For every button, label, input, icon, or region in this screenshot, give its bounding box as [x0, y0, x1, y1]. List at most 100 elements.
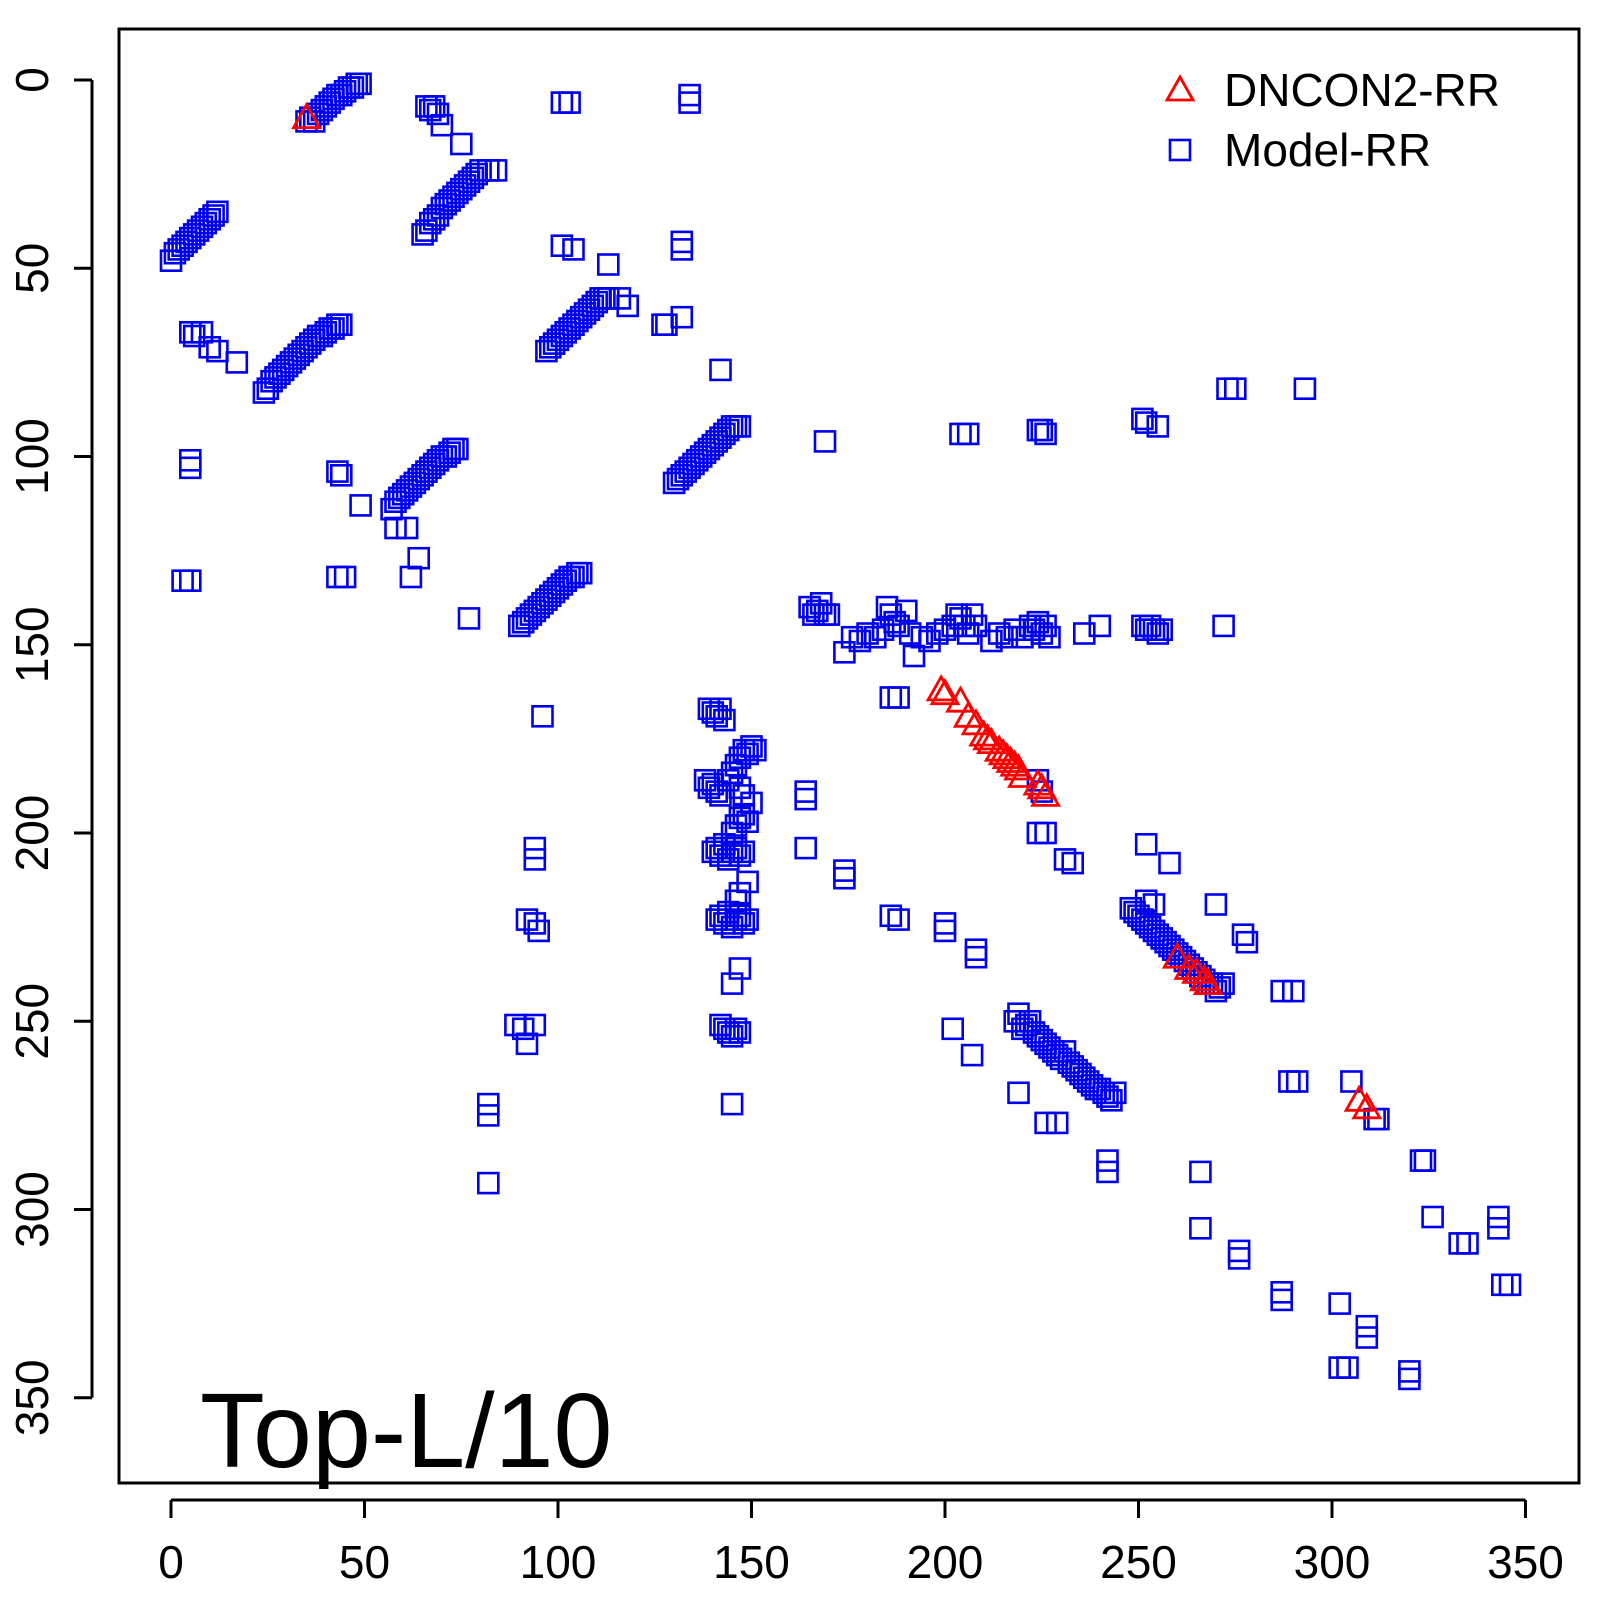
point-model-rr: [1100, 1089, 1123, 1112]
point-model-rr: [666, 467, 690, 491]
point-model-rr: [577, 298, 601, 322]
point-model-rr: [449, 132, 473, 156]
point-model-rr: [596, 253, 620, 276]
point-model-rr: [415, 460, 438, 483]
point-model-rr: [964, 938, 988, 962]
point-model-rr: [848, 629, 872, 653]
point-model-rr: [1007, 1081, 1030, 1105]
point-model-rr: [442, 185, 465, 208]
point-model-rr: [933, 912, 957, 935]
x-tick-label: 200: [907, 1536, 984, 1588]
point-model-rr: [569, 561, 593, 585]
point-model-rr: [558, 91, 581, 114]
point-model-rr: [384, 516, 407, 540]
point-model-rr: [833, 866, 856, 890]
point-dncon2-rr: [1192, 967, 1224, 995]
point-model-rr: [732, 912, 756, 935]
point-model-rr: [198, 335, 221, 359]
point-model-rr: [987, 622, 1011, 645]
point-model-rr: [585, 290, 609, 314]
point-model-rr: [736, 742, 759, 766]
point-model-rr: [1026, 821, 1050, 845]
point-model-rr: [720, 761, 744, 785]
point-model-rr: [713, 422, 736, 446]
point-model-rr: [476, 1104, 500, 1127]
point-model-rr: [720, 972, 744, 995]
point-model-rr: [283, 347, 307, 370]
point-model-rr: [581, 294, 605, 318]
point-model-rr: [476, 1092, 500, 1116]
point-model-rr: [701, 433, 725, 457]
point-model-rr: [1235, 930, 1259, 954]
point-model-rr: [1131, 407, 1154, 431]
point-dncon2-rr: [291, 101, 322, 130]
point-model-rr: [949, 422, 972, 446]
point-model-rr: [709, 426, 732, 450]
point-model-rr: [1282, 979, 1305, 1003]
point-model-rr: [1285, 1070, 1309, 1093]
point-model-rr: [1038, 1036, 1061, 1059]
point-model-rr: [724, 1017, 748, 1041]
point-model-rr: [693, 441, 717, 465]
points-layer: [159, 72, 1522, 1391]
point-model-rr: [728, 776, 752, 800]
point-model-rr: [302, 110, 326, 133]
point-dncon2-rr: [972, 723, 1003, 751]
point-model-rr: [326, 460, 349, 483]
point-model-rr: [434, 192, 458, 216]
y-tick-label: 200: [6, 795, 58, 872]
point-model-rr: [179, 456, 202, 480]
point-model-rr: [484, 159, 508, 182]
point-model-rr: [515, 607, 539, 630]
point-model-rr: [1034, 1111, 1057, 1135]
legend: DNCON2-RR Model-RR: [1164, 64, 1500, 176]
point-model-rr: [794, 836, 818, 860]
legend-label: DNCON2-RR: [1224, 64, 1500, 116]
point-model-rr: [1231, 923, 1255, 947]
legend-label: Model-RR: [1224, 124, 1431, 176]
point-model-rr: [449, 177, 473, 201]
point-model-rr: [1270, 1281, 1293, 1304]
point-model-rr: [341, 76, 365, 99]
point-model-rr: [1076, 1070, 1100, 1093]
point-model-rr: [291, 339, 314, 363]
point-model-rr: [333, 565, 357, 589]
point-model-rr: [190, 320, 214, 344]
point-model-rr: [941, 614, 965, 638]
point-model-rr: [333, 80, 357, 103]
point-model-rr: [732, 802, 756, 826]
point-dncon2-rr: [1007, 760, 1038, 788]
y-tick-label: 0: [6, 67, 58, 93]
point-model-rr: [179, 320, 202, 344]
point-model-rr: [736, 810, 759, 834]
point-model-rr: [720, 1092, 744, 1116]
x-tick-label: 100: [520, 1536, 597, 1588]
point-model-rr: [995, 625, 1019, 649]
point-model-rr: [349, 494, 372, 517]
plot-frame: [117, 27, 1581, 1485]
point-model-rr: [1293, 377, 1317, 401]
point-model-rr: [1092, 1081, 1115, 1105]
point-model-rr: [678, 91, 701, 114]
point-model-rr: [1096, 1160, 1119, 1184]
point-model-rr: [1456, 1232, 1479, 1255]
point-model-rr: [879, 686, 903, 709]
legend-marker-dncon2-rr: [1164, 74, 1196, 102]
point-model-rr: [863, 625, 887, 649]
point-model-rr: [925, 622, 949, 645]
point-model-rr: [1096, 1149, 1119, 1172]
point-model-rr: [1270, 1288, 1293, 1312]
point-model-rr: [515, 908, 539, 931]
point-model-rr: [1216, 377, 1239, 401]
point-model-rr: [1061, 851, 1084, 875]
point-model-rr: [476, 1171, 500, 1195]
point-model-rr: [941, 1017, 965, 1041]
point-model-rr: [728, 881, 752, 905]
point-model-rr: [887, 614, 910, 638]
point-model-rr: [179, 448, 202, 472]
y-tick-label: 100: [6, 418, 58, 495]
point-model-rr: [720, 1025, 744, 1048]
point-model-rr: [1336, 1356, 1359, 1379]
point-model-rr: [554, 569, 578, 593]
